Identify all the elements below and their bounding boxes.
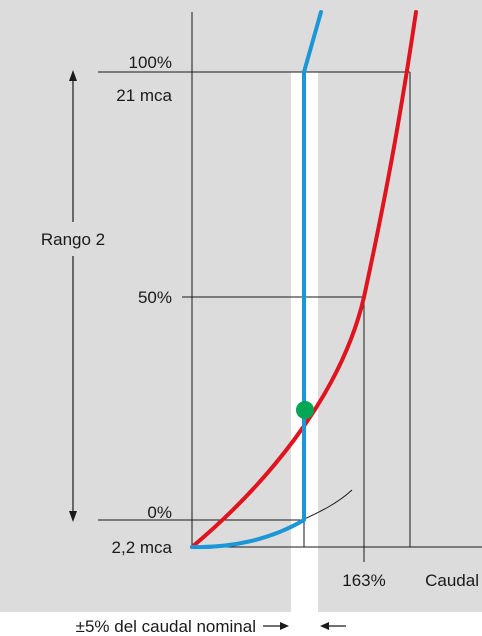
label-x-axis: Caudal bbox=[425, 571, 479, 590]
label-bottom-percent: 0% bbox=[147, 503, 172, 522]
tolerance-arrow-right-icon bbox=[280, 622, 289, 630]
label-range: Rango 2 bbox=[41, 230, 105, 249]
tolerance-arrow-left-icon bbox=[320, 622, 329, 630]
range-arrow-head-down bbox=[69, 511, 77, 522]
label-tolerance: ±5% del caudal nominal bbox=[76, 617, 256, 636]
system-curve bbox=[190, 10, 418, 549]
operating-point bbox=[296, 401, 314, 419]
label-bottom-pressure: 2,2 mca bbox=[112, 538, 173, 557]
valve-curve bbox=[190, 10, 323, 550]
range-arrow-head-up bbox=[69, 70, 77, 81]
label-top-pressure: 21 mca bbox=[116, 86, 172, 105]
label-mid-percent: 50% bbox=[138, 288, 172, 307]
label-top-percent: 100% bbox=[129, 53, 172, 72]
label-x-mark: 163% bbox=[342, 571, 385, 590]
